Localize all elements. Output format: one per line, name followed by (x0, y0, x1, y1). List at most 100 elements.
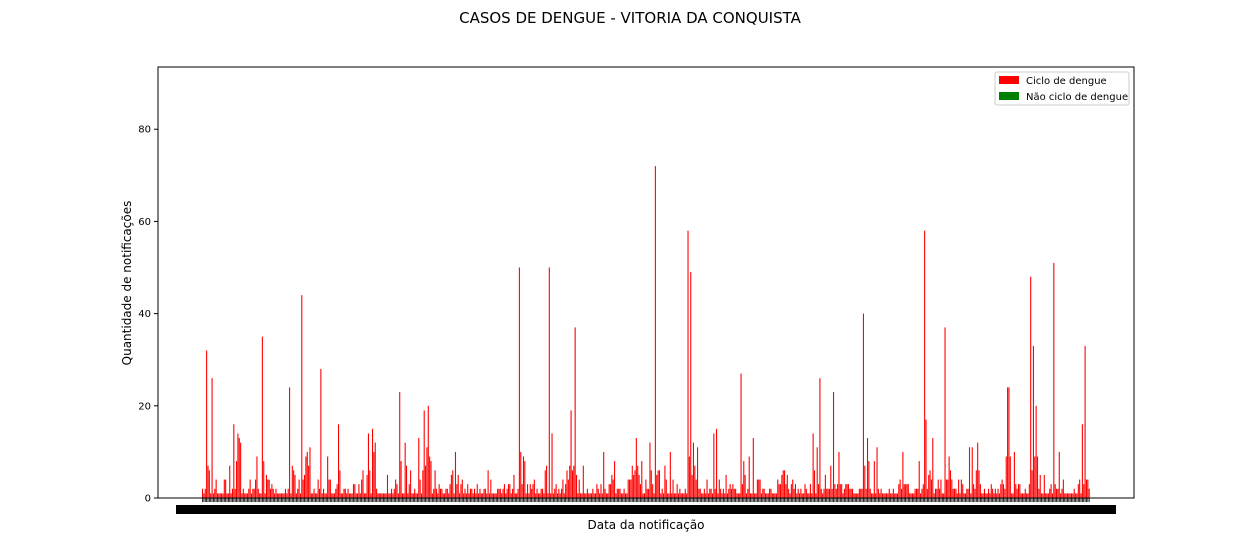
bar (811, 493, 813, 498)
bar (299, 493, 301, 498)
bar (484, 488, 486, 498)
bar (706, 479, 708, 498)
bar (376, 488, 378, 498)
bar (1034, 456, 1036, 498)
bar (571, 470, 573, 498)
bar (467, 484, 469, 498)
bar (335, 488, 337, 498)
bar (263, 461, 265, 498)
bar (531, 488, 533, 498)
bar (784, 470, 786, 498)
bar (989, 493, 991, 498)
bar (456, 484, 458, 498)
bar (755, 493, 757, 498)
bar (499, 488, 501, 498)
bar (241, 493, 243, 498)
bar (739, 493, 741, 498)
bar (293, 470, 295, 498)
bar (244, 493, 246, 498)
bar (998, 493, 1000, 498)
bar (425, 465, 427, 498)
bar (366, 474, 368, 498)
bar (809, 484, 811, 498)
bar (302, 479, 304, 498)
bar (735, 488, 737, 498)
bars-group (202, 166, 1090, 499)
bar (495, 493, 497, 498)
bar (298, 479, 300, 498)
bar (679, 488, 681, 498)
bar (1087, 479, 1089, 498)
bar (763, 488, 765, 498)
bar (623, 488, 625, 498)
bar (267, 479, 269, 498)
bar (1072, 493, 1074, 498)
bar (760, 493, 762, 498)
bar (1041, 493, 1043, 498)
bar (920, 493, 922, 498)
bar (898, 484, 900, 498)
bar (740, 373, 742, 498)
bar (698, 488, 700, 498)
bar (227, 493, 229, 498)
bar (410, 470, 412, 498)
bar (993, 493, 995, 498)
bar (476, 484, 478, 498)
bar (1000, 484, 1002, 498)
bar (600, 484, 602, 498)
bar (279, 493, 281, 498)
bar (289, 387, 291, 498)
bar (633, 474, 635, 498)
bar (561, 488, 563, 498)
bar (380, 493, 382, 498)
bar (439, 488, 442, 498)
bar (218, 493, 220, 498)
bar (569, 465, 571, 498)
bar (675, 493, 677, 498)
bar (845, 484, 847, 498)
bar (1083, 484, 1085, 498)
y-axis-ticks: 0 20 40 60 80 (138, 125, 158, 505)
bar (509, 484, 511, 498)
bar (494, 493, 496, 498)
bar (895, 493, 897, 498)
bar (268, 479, 270, 498)
bar (365, 493, 367, 498)
bar (586, 488, 588, 498)
bar (1073, 488, 1075, 498)
bar (493, 493, 495, 498)
bar (824, 474, 826, 498)
bar (1085, 479, 1088, 498)
bar (325, 493, 327, 498)
bar (207, 465, 209, 498)
bar (608, 484, 610, 498)
bar (892, 488, 894, 498)
bar (597, 488, 599, 498)
bar (423, 410, 425, 498)
bar (588, 493, 590, 498)
bar (501, 493, 503, 498)
bar (582, 465, 584, 498)
bar (846, 484, 848, 498)
bar (645, 479, 647, 498)
bar (520, 451, 522, 498)
bar (936, 488, 938, 498)
bar (537, 493, 539, 498)
bar (1069, 493, 1071, 498)
bar (350, 493, 352, 498)
bar (956, 493, 958, 498)
bar (694, 465, 696, 498)
bar (752, 438, 754, 498)
bar (702, 493, 704, 498)
bar (518, 267, 520, 498)
bar (373, 451, 375, 498)
bar (565, 484, 567, 498)
bar (820, 488, 822, 498)
bar (590, 493, 593, 498)
bar (1001, 479, 1003, 498)
bar (925, 419, 927, 498)
bar (728, 488, 730, 498)
bar (261, 336, 263, 498)
bar (896, 493, 898, 498)
